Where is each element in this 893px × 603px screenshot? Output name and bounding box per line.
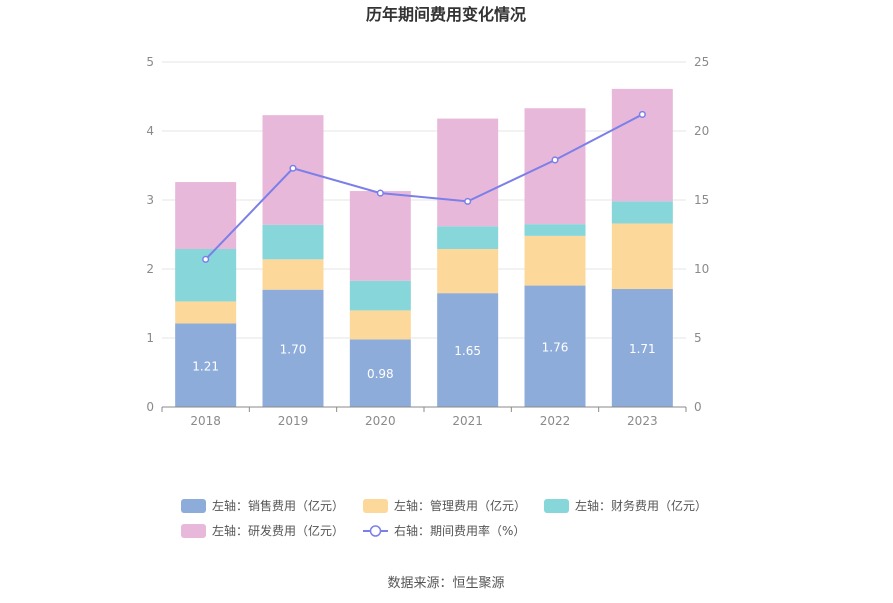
- bar-segment: [175, 323, 237, 407]
- right-axis-tick-label: 25: [694, 55, 709, 69]
- bar-segment: [611, 88, 673, 202]
- legend-swatch: [544, 499, 569, 513]
- bar-segment: [524, 108, 586, 225]
- legend: 左轴：销售费用（亿元） 左轴：管理费用（亿元） 左轴：财务费用（亿元） 左轴：研发费用…: [181, 498, 707, 538]
- bar-segment: [349, 339, 411, 407]
- left-axis-tick-label: 0: [146, 400, 154, 414]
- legend-swatch: [181, 524, 206, 538]
- gridlines: [162, 61, 686, 339]
- rate-line-point: [289, 164, 297, 172]
- left-axis-tick-label: 2: [146, 262, 154, 276]
- bar-segment: [524, 285, 586, 407]
- legend-item[interactable]: 左轴：管理费用（亿元）: [363, 498, 526, 513]
- left-axis-tick-label: 3: [146, 193, 154, 207]
- right-axis-tick-label: 5: [694, 331, 702, 345]
- x-axis-tick-label: 2020: [365, 414, 396, 428]
- legend-label: 左轴：研发费用（亿元）: [212, 523, 344, 538]
- right-axis-tick-label: 0: [694, 400, 702, 414]
- bar-segment: [437, 293, 499, 407]
- legend-swatch: [181, 499, 206, 513]
- legend-label: 左轴：管理费用（亿元）: [394, 498, 526, 513]
- bar-segment: [262, 259, 324, 290]
- bar-segment: [437, 118, 499, 227]
- rate-line-point: [464, 197, 472, 205]
- bar-segment: [262, 224, 324, 260]
- bar-segment: [437, 248, 499, 294]
- legend-label: 左轴：销售费用（亿元）: [212, 498, 344, 513]
- bar-segment: [611, 289, 673, 407]
- axes: 0 1 2 3 4 5 0 5 10 15 20 25 2018 2019 2020 2021 2022 2023: [146, 55, 709, 428]
- bar-segment: [611, 223, 673, 290]
- legend-point-swatch: [369, 525, 382, 537]
- bar-segment: [175, 301, 237, 324]
- right-axis-tick-label: 15: [694, 193, 709, 207]
- bar-data-label: 1.76: [542, 340, 569, 354]
- bars: [175, 88, 673, 407]
- x-axis-tick-label: 2019: [278, 414, 309, 428]
- legend-label: 右轴：期间费用率（%）: [394, 523, 525, 538]
- legend-item[interactable]: 左轴：财务费用（亿元）: [544, 498, 707, 513]
- legend-item[interactable]: 右轴：期间费用率（%）: [363, 523, 525, 538]
- left-axis-tick-label: 5: [146, 55, 154, 69]
- right-axis-tick-label: 10: [694, 262, 709, 276]
- bar-segment: [349, 310, 411, 340]
- bar-data-label: 0.98: [367, 367, 394, 381]
- bar-segment: [524, 235, 586, 286]
- x-axis-tick-label: 2018: [190, 414, 221, 428]
- bar-data-label: 1.21: [192, 359, 219, 373]
- right-axis-tick-label: 20: [694, 124, 709, 138]
- legend-label: 左轴：财务费用（亿元）: [575, 498, 707, 513]
- left-axis-tick-label: 1: [146, 331, 154, 345]
- data-labels: 1.21 1.70 0.98 1.65 1.76 1.71: [192, 340, 655, 381]
- legend-swatch: [363, 499, 388, 513]
- rate-line-path: [204, 113, 643, 261]
- rate-line-point: [551, 156, 559, 164]
- rate-line-point: [638, 110, 646, 118]
- rate-line-point: [202, 255, 210, 263]
- legend-item[interactable]: 左轴：销售费用（亿元）: [181, 498, 344, 513]
- left-axis-tick-label: 4: [146, 124, 154, 138]
- bar-segment: [349, 191, 411, 281]
- bar-data-label: 1.65: [454, 344, 481, 358]
- bar-segment: [262, 289, 324, 407]
- bar-segment: [524, 224, 586, 236]
- rate-line: [202, 110, 646, 263]
- legend-item[interactable]: 左轴：研发费用（亿元）: [181, 523, 344, 538]
- bar-data-label: 1.70: [280, 342, 307, 356]
- x-axis-tick-label: 2023: [627, 414, 658, 428]
- x-axis-tick-label: 2022: [540, 414, 571, 428]
- data-source: 数据来源：恒生聚源: [387, 576, 504, 591]
- bar-segment: [175, 182, 237, 249]
- bar-segment: [611, 201, 673, 224]
- rate-line-point: [376, 189, 384, 197]
- bar-segment: [349, 280, 411, 311]
- bar-data-label: 1.71: [629, 342, 656, 356]
- x-axis-tick-label: 2021: [452, 414, 483, 428]
- chart-title: 历年期间费用变化情况: [366, 5, 526, 24]
- bar-segment: [437, 226, 499, 249]
